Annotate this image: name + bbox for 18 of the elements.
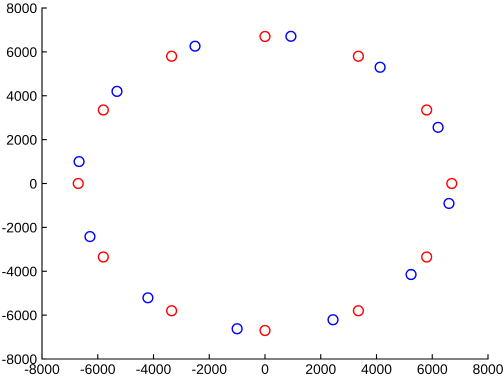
x-tick-label: 4000 <box>361 364 392 374</box>
x-tick-label: -6000 <box>80 364 115 374</box>
y-tick-label: 6000 <box>6 47 37 58</box>
x-tick-label: -4000 <box>136 364 171 374</box>
y-tick-label: -2000 <box>2 222 37 233</box>
x-tick-label: -8000 <box>24 364 60 374</box>
y-tick-label: 0 <box>30 178 37 189</box>
x-tick-label: 6000 <box>418 364 448 374</box>
y-tick-label: 8000 <box>6 3 37 14</box>
x-tick-label: 0 <box>262 364 268 374</box>
y-tick-label: 4000 <box>6 91 37 101</box>
x-tick-label: 8000 <box>473 364 503 374</box>
y-tick-label: -6000 <box>2 310 37 320</box>
y-tick-label: 2000 <box>6 134 37 145</box>
x-tick-label: 2000 <box>306 364 336 374</box>
y-tick-label: -8000 <box>2 354 37 364</box>
y-tick-label: -4000 <box>2 266 37 276</box>
x-tick-label: -2000 <box>192 364 226 374</box>
